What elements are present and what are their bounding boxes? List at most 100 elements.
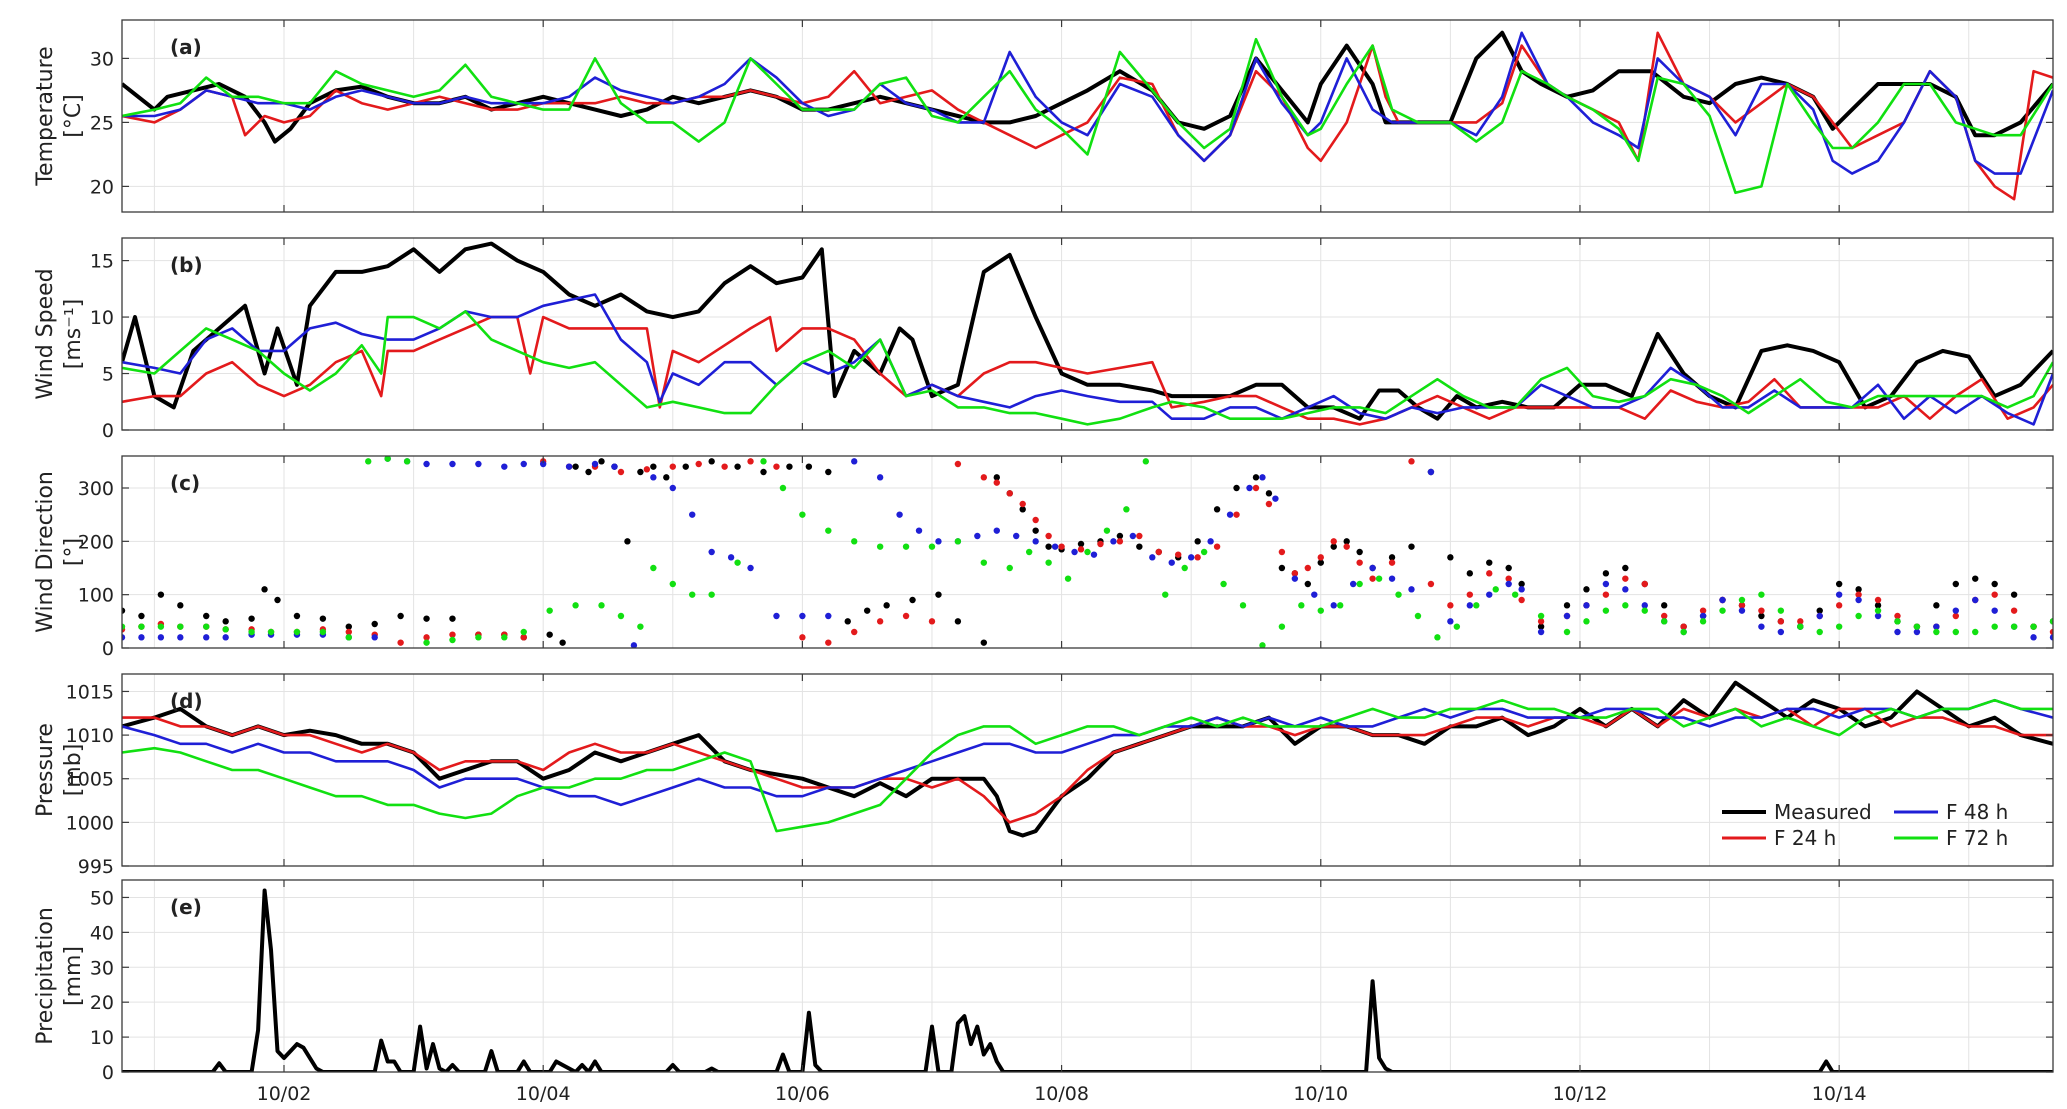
- data-point: [851, 538, 858, 545]
- data-point: [1103, 527, 1111, 534]
- data-point: [734, 559, 741, 566]
- data-point: [727, 554, 735, 561]
- data-point: [1408, 458, 1415, 465]
- data-point: [909, 596, 916, 604]
- data-point: [1298, 602, 1305, 609]
- y-tick-label: 100: [78, 585, 114, 607]
- panel-d: 995 1000 1005 1010 1015 (d) Pressure [mb]: [33, 673, 2054, 878]
- data-point: [1136, 543, 1143, 550]
- panel-tag: (c): [170, 471, 200, 495]
- data-point: [1641, 580, 1648, 588]
- data-point: [1025, 548, 1033, 556]
- data-point: [1505, 575, 1512, 582]
- data-point: [1952, 628, 1960, 636]
- series-line-f48: [122, 31, 2053, 175]
- data-point: [539, 460, 547, 468]
- data-point: [598, 458, 605, 465]
- data-point: [1388, 559, 1396, 566]
- data-point: [1246, 484, 1253, 492]
- data-point: [1758, 612, 1765, 620]
- data-point: [1019, 500, 1026, 508]
- data-point: [1816, 628, 1823, 636]
- data-point: [1661, 612, 1668, 620]
- data-point: [520, 634, 527, 641]
- data-point: [1602, 580, 1610, 588]
- data-point: [851, 628, 858, 636]
- data-point: [1317, 607, 1324, 614]
- data-point: [1583, 618, 1590, 625]
- panel-e: 0 10 20 30 40 50 (e) Precipitation [mm]: [33, 879, 2054, 1084]
- data-point: [1414, 612, 1422, 620]
- data-point: [1097, 540, 1104, 548]
- data-point: [1129, 532, 1137, 540]
- data-point: [915, 527, 923, 534]
- data-point: [1835, 602, 1843, 609]
- data-point: [397, 612, 404, 620]
- data-point: [1356, 548, 1363, 556]
- data-point: [2030, 623, 2037, 630]
- data-point: [708, 591, 715, 598]
- data-point: [799, 634, 806, 641]
- data-point: [1369, 575, 1376, 582]
- data-point: [1563, 602, 1571, 609]
- data-point: [122, 623, 126, 630]
- data-point: [1835, 623, 1843, 630]
- data-point: [1408, 543, 1415, 550]
- data-point: [248, 628, 255, 636]
- data-point: [1583, 586, 1590, 593]
- data-point: [1855, 596, 1862, 604]
- data-point: [1388, 575, 1396, 582]
- data-point: [1518, 580, 1525, 588]
- data-point: [1077, 540, 1085, 548]
- panel-b: 0 5 10 15 (b) Wind Speed [ms⁻¹]: [33, 237, 2054, 442]
- data-point: [1084, 548, 1091, 556]
- data-point: [902, 543, 910, 550]
- data-point: [1602, 591, 1610, 598]
- data-point: [1233, 484, 1240, 492]
- data-point: [1972, 596, 1979, 604]
- data-point: [799, 511, 806, 518]
- data-point: [760, 458, 767, 465]
- y-tick-label: 20: [90, 992, 114, 1014]
- data-point: [423, 639, 430, 646]
- data-point: [1991, 623, 1998, 630]
- legend: Measured F 48 h F 24 h F 72 h: [1722, 800, 2008, 850]
- data-point: [708, 458, 715, 465]
- x-tick-label: 10/04: [516, 1083, 571, 1105]
- data-point: [1641, 602, 1648, 609]
- y-tick-label: 10: [90, 1027, 114, 1049]
- data-point: [1278, 548, 1286, 556]
- x-tick-label: 10/02: [257, 1083, 312, 1105]
- plot-area: [122, 880, 2053, 1072]
- data-point: [222, 618, 229, 625]
- data-point: [1064, 575, 1072, 582]
- series-group: [122, 30, 2053, 201]
- data-point: [1304, 580, 1312, 588]
- x-tick-label: 10/12: [1553, 1083, 1608, 1105]
- legend-label: F 24 h: [1774, 826, 1836, 850]
- data-point: [896, 511, 903, 518]
- panel-a: 20 25 30 (a) Temperature [°C]: [33, 19, 2054, 213]
- data-point: [267, 628, 275, 636]
- data-point: [1777, 607, 1785, 614]
- y-tick-label: 300: [78, 478, 114, 500]
- data-point: [345, 628, 352, 636]
- data-point: [598, 602, 605, 609]
- y-axis-unit: [mb]: [61, 744, 86, 797]
- data-point: [177, 623, 184, 630]
- x-tick-label: 10/08: [1034, 1083, 1089, 1105]
- data-point: [980, 639, 988, 646]
- y-axis-label: Temperature: [33, 46, 58, 186]
- data-point: [449, 631, 456, 638]
- data-point: [1933, 628, 1940, 636]
- series-line-f24: [122, 31, 2053, 201]
- data-point: [1583, 602, 1590, 609]
- data-point: [1933, 623, 1940, 630]
- data-point: [1933, 602, 1940, 609]
- data-point: [708, 548, 715, 556]
- data-point: [876, 618, 884, 625]
- data-point: [1505, 580, 1512, 588]
- data-point: [643, 466, 651, 473]
- data-point: [1537, 628, 1545, 636]
- data-point: [1259, 474, 1266, 481]
